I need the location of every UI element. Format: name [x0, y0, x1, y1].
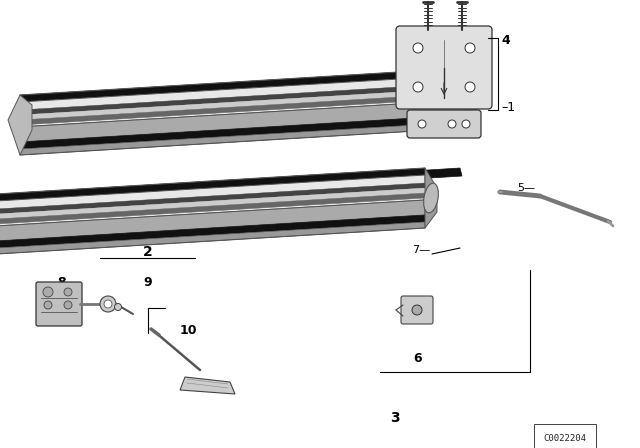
Circle shape: [64, 301, 72, 309]
Circle shape: [418, 120, 426, 128]
Circle shape: [448, 120, 456, 128]
Circle shape: [44, 301, 52, 309]
Ellipse shape: [424, 183, 438, 213]
Polygon shape: [20, 88, 465, 120]
Polygon shape: [0, 215, 425, 249]
Circle shape: [64, 288, 72, 296]
Polygon shape: [0, 193, 425, 225]
Circle shape: [412, 305, 422, 315]
FancyBboxPatch shape: [401, 296, 433, 324]
Circle shape: [413, 82, 423, 92]
Text: 8: 8: [58, 276, 67, 289]
Polygon shape: [0, 188, 425, 220]
Polygon shape: [0, 200, 425, 242]
Polygon shape: [8, 95, 32, 155]
Polygon shape: [0, 168, 462, 206]
FancyBboxPatch shape: [36, 282, 82, 326]
Text: 3: 3: [390, 411, 400, 425]
Polygon shape: [20, 100, 465, 142]
Circle shape: [465, 43, 475, 53]
Polygon shape: [20, 83, 465, 115]
Text: 4: 4: [501, 34, 509, 47]
Text: 9: 9: [144, 276, 152, 289]
FancyBboxPatch shape: [407, 110, 481, 138]
FancyBboxPatch shape: [396, 26, 492, 109]
Text: 6: 6: [413, 352, 422, 365]
Circle shape: [100, 296, 116, 312]
Text: 2: 2: [143, 245, 153, 259]
Circle shape: [104, 300, 112, 308]
Polygon shape: [20, 122, 465, 155]
Polygon shape: [20, 75, 465, 127]
Text: 5—: 5—: [517, 183, 535, 193]
Polygon shape: [180, 377, 235, 394]
Polygon shape: [20, 115, 465, 149]
Text: C0022204: C0022204: [543, 434, 586, 443]
Polygon shape: [20, 68, 465, 102]
Circle shape: [43, 287, 53, 297]
Text: –1: –1: [501, 100, 515, 113]
Polygon shape: [0, 183, 425, 215]
Polygon shape: [0, 175, 425, 227]
Polygon shape: [20, 93, 465, 125]
Polygon shape: [465, 68, 477, 128]
Polygon shape: [425, 168, 437, 228]
Circle shape: [413, 43, 423, 53]
Text: 7—: 7—: [412, 245, 430, 255]
Polygon shape: [0, 222, 425, 255]
Text: 10: 10: [180, 323, 198, 336]
Circle shape: [115, 303, 122, 310]
Circle shape: [465, 82, 475, 92]
Circle shape: [462, 120, 470, 128]
Polygon shape: [0, 168, 425, 202]
